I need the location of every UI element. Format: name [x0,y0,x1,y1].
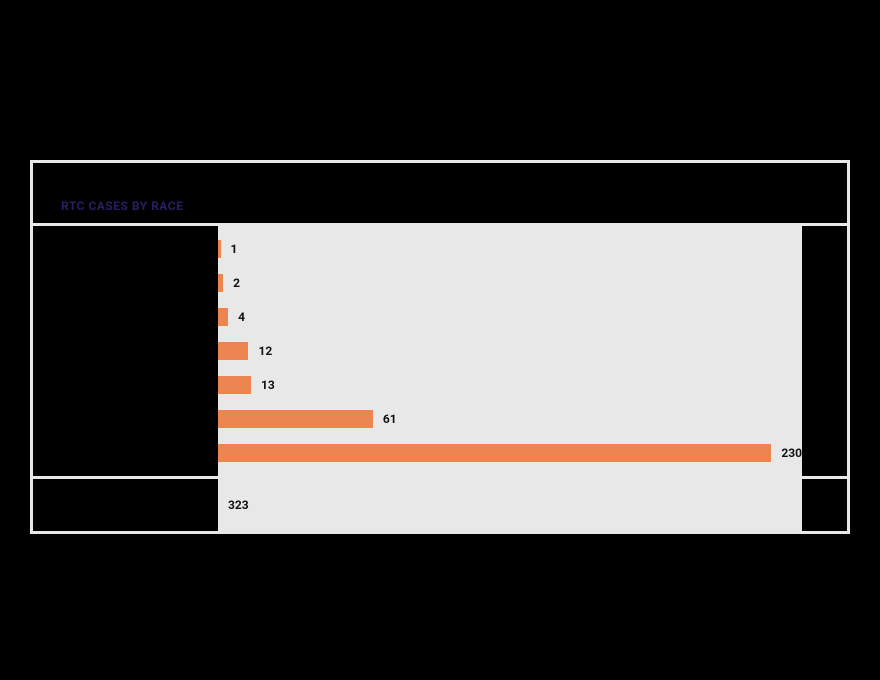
chart-frame: RTC CASES BY RACE 124121361230 323 [30,160,850,534]
bar-row: 12 [218,336,802,366]
chart-body: 124121361230 [33,223,847,479]
bar [218,240,221,258]
bar [218,410,373,428]
chart-footer: 323 [33,479,847,531]
bar-value-label: 12 [258,344,272,358]
bar-value-label: 1 [231,242,238,256]
bar-value-label: 2 [233,276,240,290]
bar [218,342,248,360]
bar-row: 230 [218,438,802,468]
bar-value-label: 13 [261,378,275,392]
bar-row: 2 [218,268,802,298]
bar [218,308,228,326]
chart-right-gutter [802,226,847,476]
chart-title: RTC CASES BY RACE [61,199,183,213]
chart-plot-area: 124121361230 [218,226,802,476]
bar-row: 61 [218,404,802,434]
chart-footer-right [802,479,847,531]
bar-row: 1 [218,234,802,264]
bar-row: 4 [218,302,802,332]
bar-value-label: 4 [238,310,245,324]
chart-total-value: 323 [218,479,802,531]
bar-value-label: 230 [781,446,802,460]
chart-title-area: RTC CASES BY RACE [33,163,847,223]
bar [218,444,771,462]
chart-footer-left [33,479,218,531]
chart-left-gutter [33,226,218,476]
bar-value-label: 61 [383,412,397,426]
bar-row: 13 [218,370,802,400]
bar [218,274,223,292]
bar [218,376,251,394]
